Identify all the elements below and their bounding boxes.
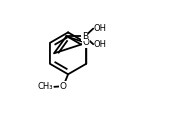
- Text: OH: OH: [94, 40, 107, 49]
- Text: O: O: [83, 38, 90, 47]
- Text: OH: OH: [94, 24, 107, 33]
- Text: CH₃: CH₃: [38, 82, 53, 91]
- Text: B: B: [82, 32, 88, 41]
- Text: O: O: [60, 82, 67, 91]
